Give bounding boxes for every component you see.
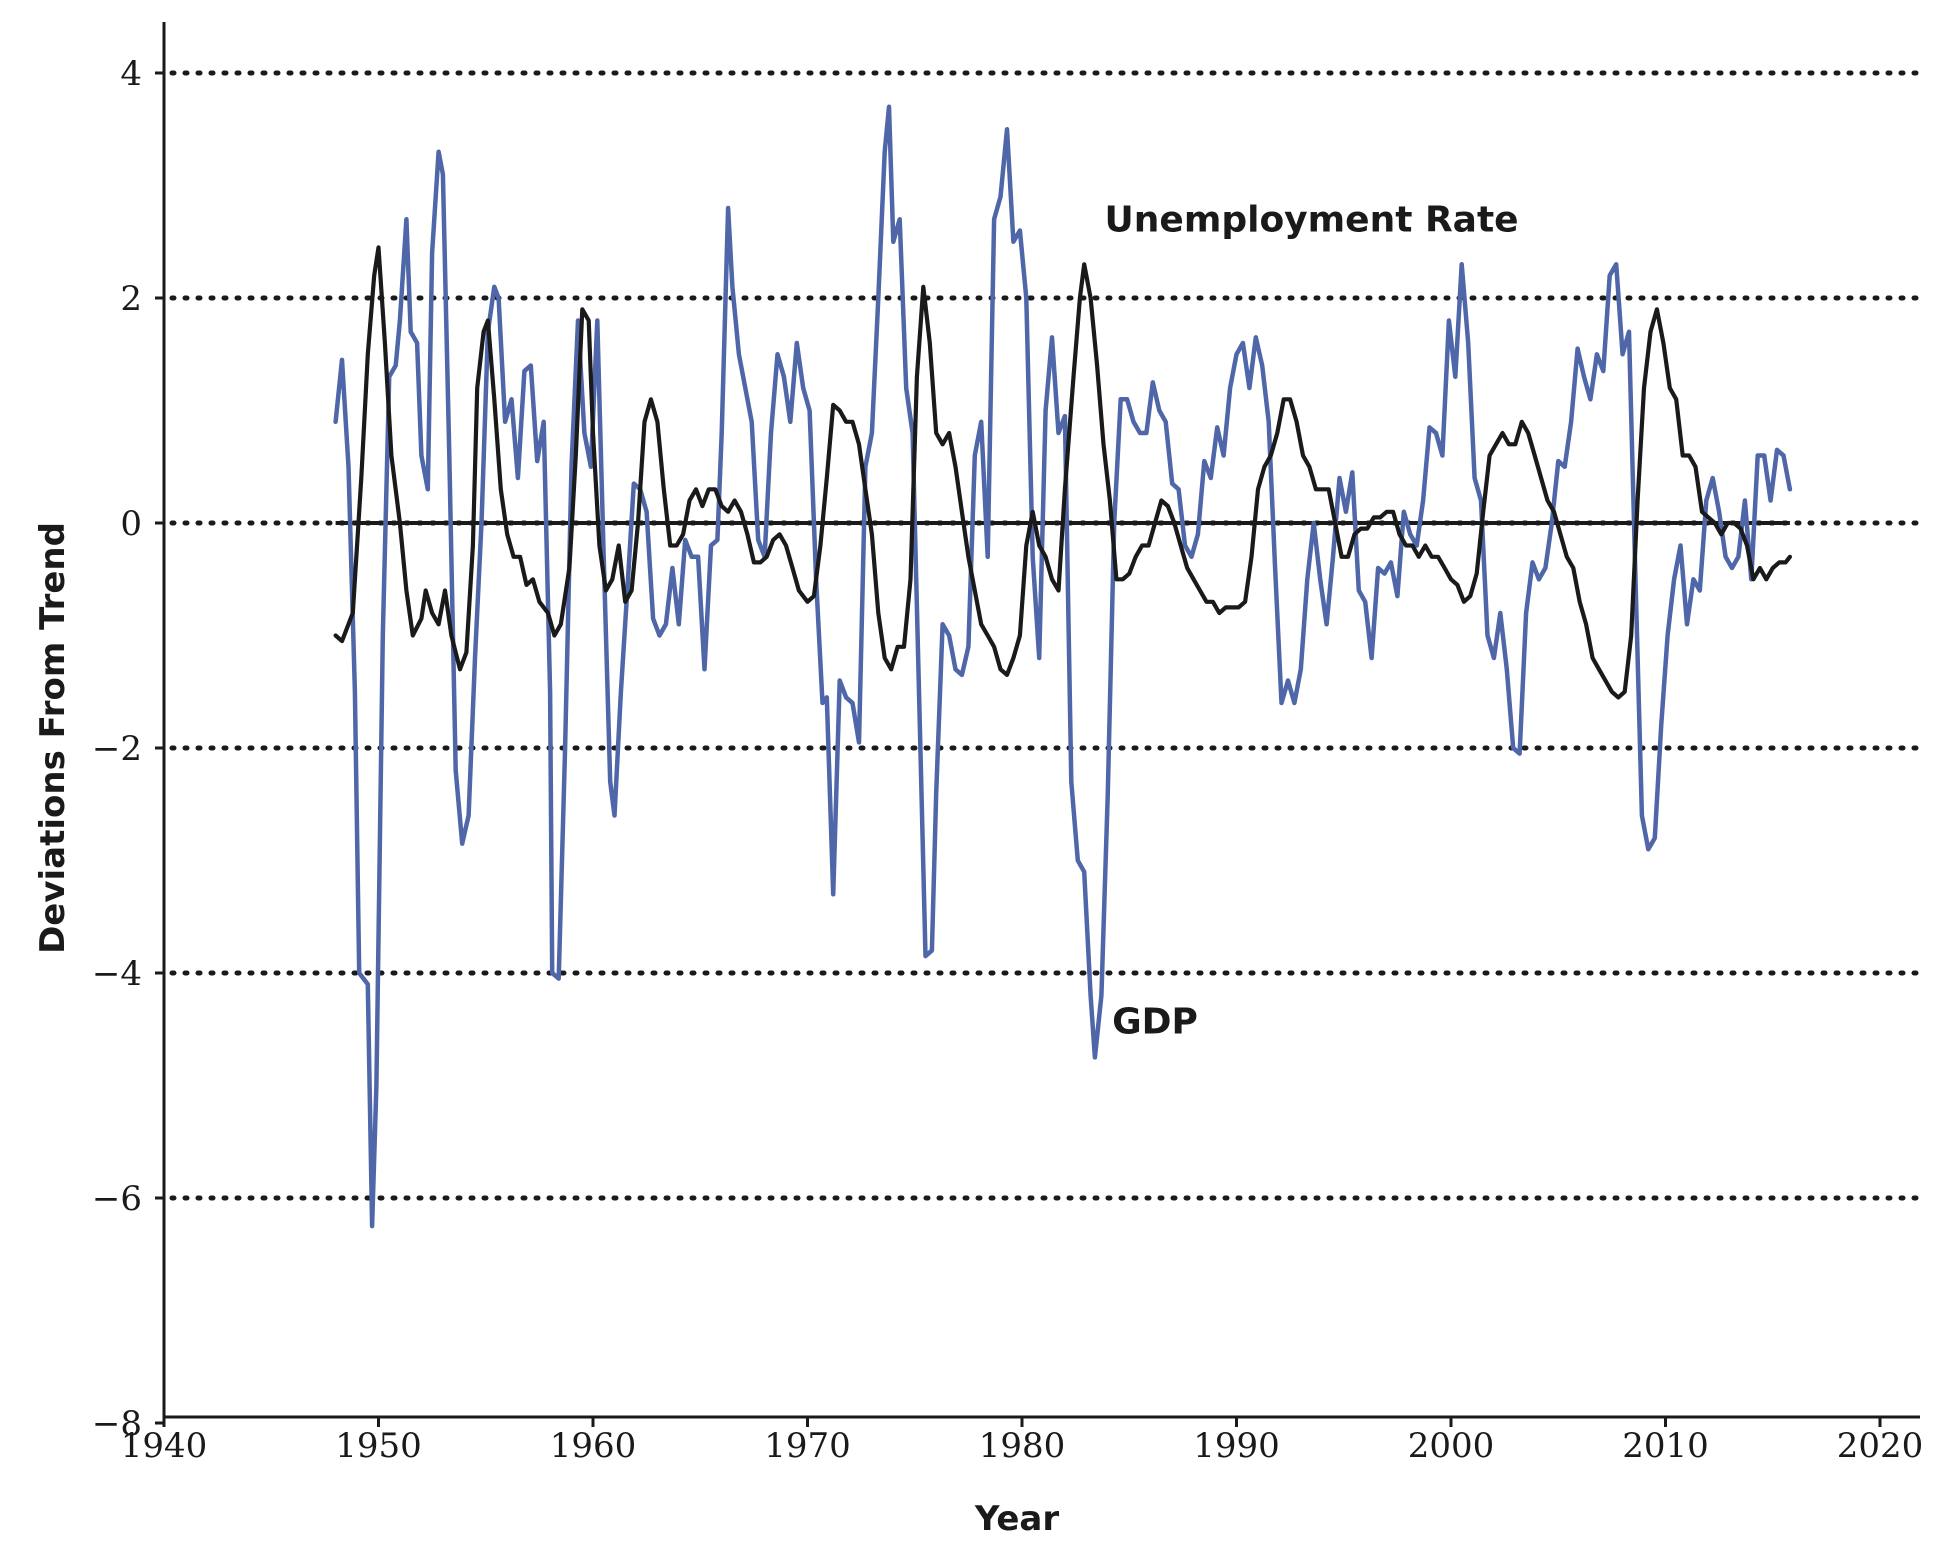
unemployment-rate-label: Unemployment Rate — [1105, 199, 1519, 240]
x-tick-label: 2000 — [1408, 1426, 1495, 1466]
y-axis-title: Deviations From Trend — [33, 522, 73, 954]
x-tick-label: 2020 — [1837, 1426, 1924, 1466]
series — [333, 104, 1793, 1229]
y-tick-label: −8 — [92, 1404, 142, 1444]
y-tick-label: −2 — [92, 729, 142, 769]
x-tick-label: 1980 — [979, 1426, 1066, 1466]
x-tick-label: 1940 — [121, 1426, 208, 1466]
x-tick-label: 1990 — [1193, 1426, 1280, 1466]
axes — [162, 22, 1920, 1419]
y-tick-label: 4 — [120, 54, 142, 94]
x-tick-label: 1960 — [550, 1426, 637, 1466]
x-tick-label: 1950 — [335, 1426, 422, 1466]
annotations: Unemployment Rate GDP — [1105, 199, 1519, 1042]
y-tick-label: −4 — [92, 954, 142, 994]
y-tick-label: −6 — [92, 1179, 142, 1219]
y-tick-label: 2 — [120, 279, 142, 319]
series-line-gdp — [333, 104, 1793, 1229]
x-tick-label: 2010 — [1622, 1426, 1709, 1466]
x-tick-label: 1970 — [764, 1426, 851, 1466]
gdp-label: GDP — [1112, 1001, 1198, 1042]
series-line-unemployment-rate — [333, 245, 1792, 700]
y-tick-label: 0 — [120, 504, 142, 544]
x-axis-title: Year — [974, 1499, 1060, 1539]
